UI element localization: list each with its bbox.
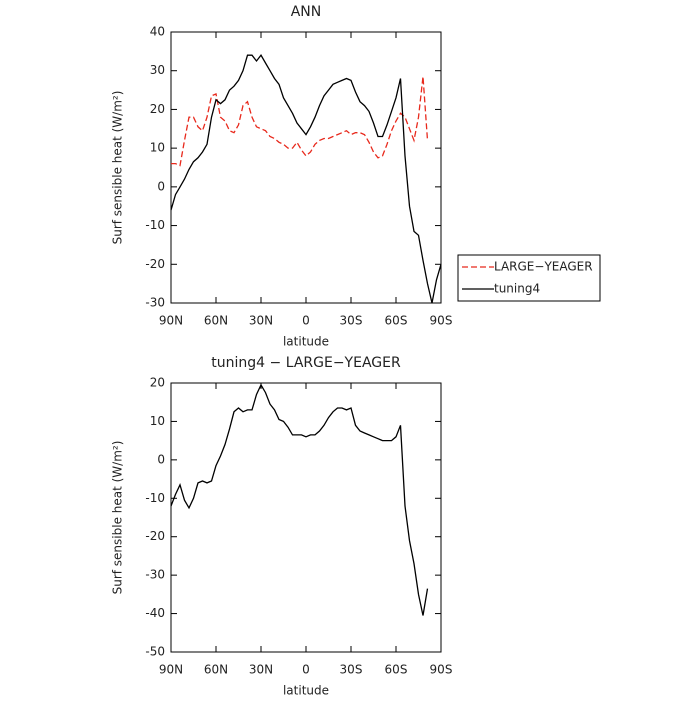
x-tick-label: 60N [204, 314, 228, 328]
y-tick-label: -20 [145, 257, 165, 271]
x-tick-label: 30N [249, 663, 273, 677]
y-tick-label: 30 [150, 63, 165, 77]
data-line [170, 383, 429, 616]
y-tick-label: -30 [145, 296, 165, 310]
y-tick-label: -40 [145, 606, 165, 620]
legend-label: LARGE−YEAGER [494, 260, 593, 274]
y-tick-label: -30 [145, 568, 165, 582]
x-tick-label: 90S [430, 663, 453, 677]
chart-title: ANN [291, 4, 322, 20]
x-tick-label: 90S [430, 314, 453, 328]
data-line [170, 54, 442, 304]
y-tick-label: 40 [150, 25, 165, 39]
y-tick-label: -10 [145, 218, 165, 232]
chart-title: tuning4 − LARGE−YEAGER [211, 355, 401, 371]
x-tick-label: 90N [159, 314, 183, 328]
y-tick-label: 20 [150, 102, 165, 116]
y-tick-label: -50 [145, 645, 165, 659]
plot-frame [170, 382, 442, 653]
y-tick-label: 0 [157, 179, 165, 193]
x-tick-label: 60S [385, 314, 408, 328]
y-axis-label: Surf sensible heat (W/m²) [111, 91, 125, 245]
y-tick-label: 10 [150, 414, 165, 428]
x-tick-label: 60N [204, 663, 228, 677]
y-tick-label: -10 [145, 491, 165, 505]
x-tick-label: 30S [340, 314, 363, 328]
x-tick-label: 0 [302, 314, 310, 328]
x-tick-label: 30N [249, 314, 273, 328]
plot-frame [170, 31, 442, 304]
y-tick-label: 20 [150, 376, 165, 390]
data-line [171, 76, 429, 167]
y-axis-label: Surf sensible heat (W/m²) [111, 441, 125, 595]
x-tick-label: 90N [159, 663, 183, 677]
x-tick-label: 0 [302, 663, 310, 677]
x-axis-label: latitude [283, 335, 329, 349]
x-tick-label: 60S [385, 663, 408, 677]
x-axis-label: latitude [283, 684, 329, 698]
y-tick-label: -20 [145, 529, 165, 543]
y-tick-label: 0 [157, 452, 165, 466]
legend-label: tuning4 [494, 282, 540, 296]
legend-box [457, 254, 601, 302]
x-tick-label: 30S [340, 663, 363, 677]
y-tick-label: 10 [150, 141, 165, 155]
